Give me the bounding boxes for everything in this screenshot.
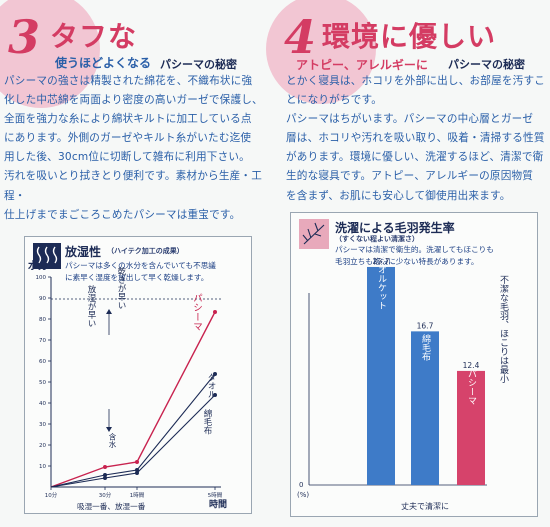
section-paragraph: パシーマの強さは精製された綿花を、不織布状に強 化した中芯綿を両面より密度の高い…: [4, 72, 274, 225]
paragraph-line: 全面を強力な糸により綿状キルトに加工している点: [4, 113, 252, 126]
data-point: [135, 468, 139, 472]
y-tick-label: 80: [39, 317, 46, 323]
data-point: [103, 473, 107, 477]
series-label-towel: タオル: [206, 373, 216, 399]
paragraph-line: 仕上げまでまごころこめたパシーマは重宝です。: [4, 208, 241, 221]
y-tick-label: 40: [39, 401, 46, 407]
secret-label: パシーマの秘密: [448, 58, 525, 71]
paragraph-line: パシーマの強さは精製された綿花を、不織布状に強: [4, 75, 253, 87]
paragraph-line: とになりがちです。: [286, 94, 383, 107]
side-note: 不潔な毛羽、ほこりは最小: [496, 275, 509, 383]
paragraph-line: にあります。外側のガーゼやキルト糸がいたむ迄使: [4, 132, 252, 145]
paragraph-line: を含まず、お肌にも安心して御使用出来ます。: [286, 189, 511, 202]
section-number: 3: [8, 10, 41, 64]
annotation-fast-release: 放湿が早い: [86, 285, 96, 328]
bar-value-label: 16.7: [417, 321, 434, 330]
paragraph-line: パシーマはちがいます。パシーマの中心層とガーゼ: [286, 113, 534, 126]
x-tick-label: 1時間: [130, 491, 145, 499]
paragraph-line: 化した中芯綿を両面より密度の高いガーゼで保護し、: [4, 94, 263, 107]
desc-line: パシーマは清潔で衛生的。洗濯してもほこりも: [335, 245, 494, 254]
y-tick-label: 10: [39, 464, 46, 470]
data-point: [103, 465, 107, 469]
data-point: [213, 372, 217, 376]
section-heading: タフな: [50, 20, 138, 53]
y-tick-label: 50: [39, 380, 46, 386]
x-tick-label: 5時間: [208, 491, 223, 499]
y-tick-label: 70: [39, 338, 46, 344]
y-tick-label: 60: [39, 359, 46, 365]
data-point: [135, 460, 139, 464]
panel-description: パシーマは多くの水分を含んでいても不思議 に素早く湿度を放出して早く乾燥します。: [65, 260, 216, 284]
section-number: 4: [284, 10, 317, 64]
y-tick-label: 30: [39, 422, 46, 428]
section-subheading: 使うほどよくなる: [55, 56, 152, 70]
series-label-pashima: パシーマ: [191, 293, 202, 331]
secret-label: パシーマの秘密: [160, 58, 237, 71]
section-tough: 3 タフな 使うほどよくなる パシーマの秘密 パシーマの強さは精製された綿花を、…: [0, 0, 274, 527]
panel-title-note: （すくない程よい清潔さ）: [335, 235, 419, 243]
moisture-release-panel: 放湿性 （ハイテク加工の成果） パシーマは多くの水分を含んでいても不思議 に素早…: [24, 236, 252, 514]
x-tick-label: 30分: [99, 491, 112, 499]
annotation-water-content: 含水: [108, 433, 117, 448]
y-axis-label: 水分: [27, 259, 48, 272]
desc-line: に素早く湿度を放出して早く乾燥します。: [65, 273, 209, 282]
series-label-cotton-blanket: 綿毛布: [202, 409, 212, 435]
y-axis-zero-label: 0: [299, 481, 303, 489]
data-point: [213, 310, 217, 314]
series-line: [50, 394, 216, 488]
bar-category-label: パシーマ: [466, 369, 477, 405]
panel-title: 放湿性: [65, 245, 102, 259]
data-point: [135, 471, 139, 475]
y-tick-label: 100: [36, 275, 47, 281]
data-point: [213, 393, 217, 397]
bar-value-label: 23.7: [373, 257, 390, 266]
paragraph-line: があります。環境に優しい、洗濯するほど、清潔で衛: [286, 151, 544, 164]
x-tick-label: 10分: [45, 491, 58, 499]
section-paragraph: とかく寝具は、ホコリを外部に出し、お部屋を汚すこ とになりがちです。 パシーマは…: [286, 72, 550, 206]
panel-description: パシーマは清潔で衛生的。洗濯してもほこりも 毛羽立ちも格段に少ない特長があります…: [335, 244, 494, 268]
arrow-head: [106, 309, 112, 314]
bar-category-label: 綿毛布: [420, 333, 431, 362]
arrow-head: [106, 427, 112, 432]
annotation-quick-dry: 乾きが早い: [116, 267, 126, 310]
desc-line: パシーマは多くの水分を含んでいても不思議: [65, 261, 216, 270]
bar-value-label: 12.4: [463, 361, 480, 370]
bar: [411, 331, 439, 485]
moisture-line-chart: 水分 時間 吸湿一番、放湿一番 10 20 30 40 50 60 70 80 90 100 10分…: [27, 259, 227, 511]
bar: [367, 266, 395, 485]
data-point: [103, 476, 107, 480]
divider: [29, 263, 55, 264]
paragraph-line: 用した後、30cm位に切断して雑布に利用下さい。: [4, 151, 250, 164]
desc-line: 毛羽立ちも格段に少ない特長があります。: [335, 257, 479, 266]
series-line: [50, 311, 216, 488]
paragraph-line: 汚れを吸いとり拭きとり便利です。素材から生産・工程・: [4, 170, 262, 202]
section-eco-friendly: 4 環境に優しい アトピー、アレルギーに パシーマの秘密 とかく寝具は、ホコリを…: [266, 0, 550, 527]
panel-title-note: （ハイテク加工の成果）: [107, 247, 184, 255]
paragraph-line: とかく寝具は、ホコリを外部に出し、お部屋を汚すこ: [286, 75, 546, 87]
decorative-circle: [266, 0, 376, 104]
bar-category-label: タオルケット: [376, 256, 387, 310]
section-subheading: アトピー、アレルギーに: [296, 58, 428, 72]
bar: [457, 370, 485, 485]
fuzz-icon: [299, 219, 329, 249]
paragraph-line: 層は、ホコリや汚れを吸い取り、吸着・清掃する性質: [286, 132, 545, 145]
section-heading: 環境に優しい: [322, 20, 497, 53]
x-axis-label: 時間: [209, 498, 227, 510]
y-tick-label: 90: [39, 296, 46, 302]
y-tick-label: 20: [39, 443, 46, 449]
decorative-circle: [0, 0, 100, 108]
paragraph-line: 生的な寝具です。アトピー、アレルギーの原因物質: [286, 170, 534, 183]
panel-title: 洗濯による毛羽発生率: [335, 221, 455, 235]
fuzz-rate-panel: 洗濯による毛羽発生率 （すくない程よい清潔さ） パシーマは清潔で衛生的。洗濯して…: [290, 212, 538, 517]
x-axis-caption: 吸湿一番、放湿一番: [77, 501, 146, 511]
x-axis-label: 丈夫で清潔に: [401, 501, 449, 511]
side-note-line: ほこりは最小: [498, 329, 508, 383]
side-note-line: 不潔な毛羽、: [498, 275, 508, 329]
steam-icon: [33, 243, 61, 269]
series-line: [50, 373, 216, 488]
y-axis-unit: (%): [297, 491, 309, 499]
